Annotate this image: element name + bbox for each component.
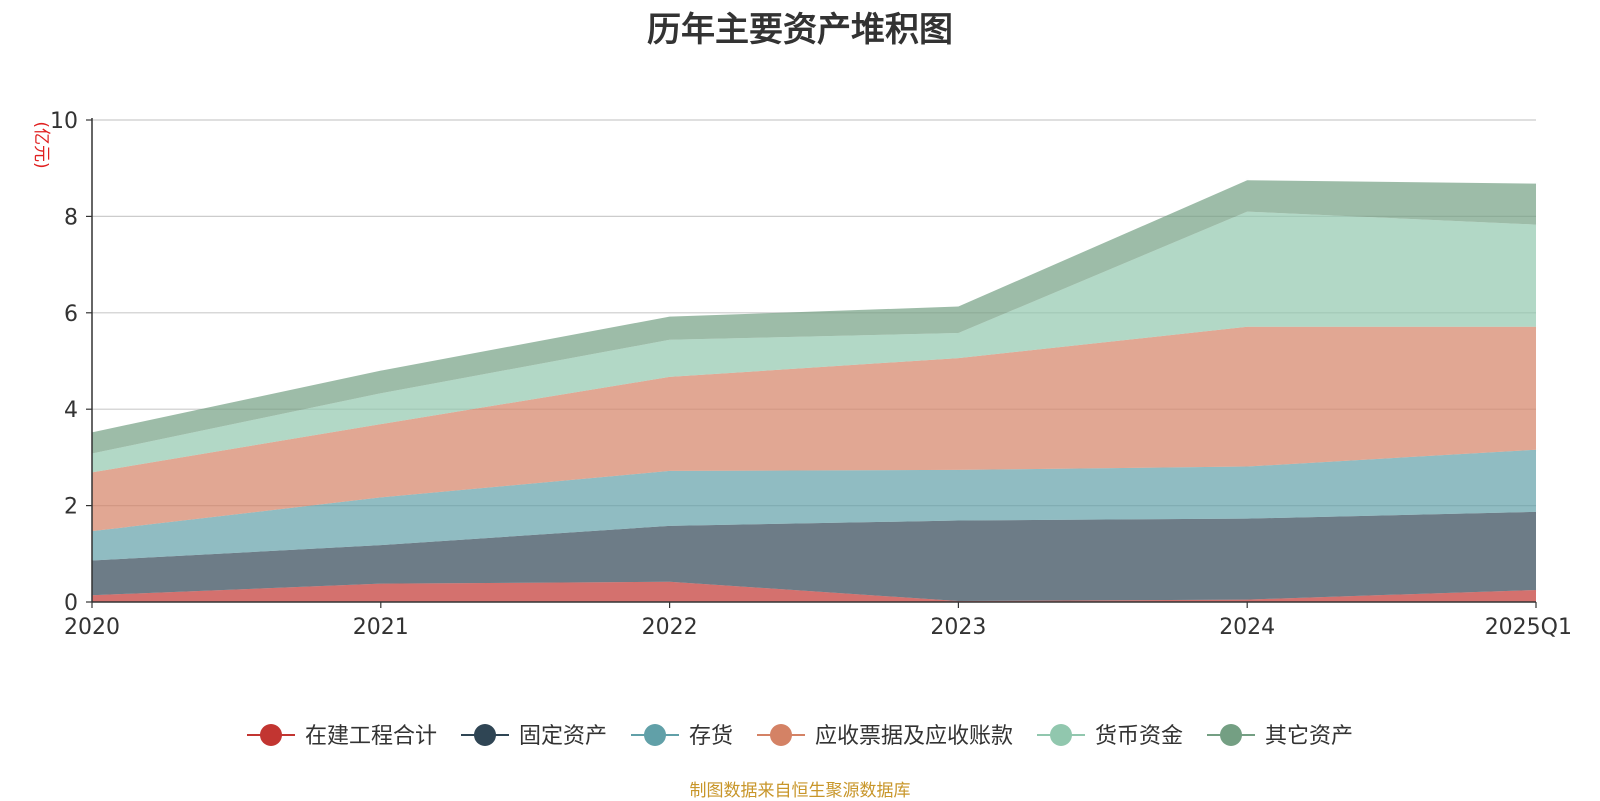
legend-item[interactable]: 货币资金 bbox=[1037, 724, 1183, 749]
y-tick-label: 6 bbox=[64, 302, 78, 327]
legend-label: 存货 bbox=[689, 724, 733, 749]
x-tick-label: 2023 bbox=[930, 615, 986, 640]
data-point bbox=[379, 369, 383, 373]
legend-item[interactable]: 应收票据及应收账款 bbox=[756, 724, 1013, 749]
area-series-4 bbox=[92, 211, 1536, 473]
y-tick-label: 0 bbox=[64, 591, 78, 616]
legend: 在建工程合计 固定资产 存货 应收票据及应收账款 货币资金 其它资产 bbox=[246, 724, 1353, 749]
legend-item[interactable]: 固定资产 bbox=[460, 724, 607, 749]
x-tick-label: 2021 bbox=[353, 615, 409, 640]
legend-marker-icon bbox=[643, 724, 666, 746]
y-tick-labels: 0 2 4 6 8 10 bbox=[50, 109, 92, 616]
area-series-5 bbox=[92, 180, 1536, 454]
legend-marker-icon bbox=[473, 724, 496, 746]
legend-marker-icon bbox=[1050, 724, 1073, 746]
area-series-group bbox=[92, 178, 1538, 602]
legend-marker-icon bbox=[259, 724, 282, 746]
chart-title: 历年主要资产堆积图 bbox=[647, 10, 953, 50]
y-tick-label: 10 bbox=[50, 109, 78, 134]
x-tick-label: 2024 bbox=[1219, 615, 1275, 640]
data-point bbox=[1534, 182, 1538, 186]
x-tick-label: 2022 bbox=[642, 615, 698, 640]
area-series-3 bbox=[92, 326, 1536, 532]
legend-label: 货币资金 bbox=[1095, 724, 1183, 749]
legend-marker-icon bbox=[769, 724, 792, 746]
y-tick-label: 4 bbox=[64, 398, 78, 423]
area-series-2 bbox=[92, 449, 1536, 561]
y-tick-label: 8 bbox=[64, 205, 78, 230]
data-point bbox=[668, 315, 672, 319]
legend-label: 应收票据及应收账款 bbox=[815, 724, 1013, 749]
x-tick-labels: 2020 2021 2022 2023 2024 2025Q1 bbox=[64, 602, 1572, 640]
legend-item[interactable]: 存货 bbox=[630, 724, 733, 749]
legend-marker-icon bbox=[1220, 724, 1243, 746]
area-series-0 bbox=[92, 581, 1536, 602]
x-tick-label: 2025Q1 bbox=[1485, 615, 1572, 640]
legend-item[interactable]: 在建工程合计 bbox=[246, 724, 437, 749]
y-axis-unit-label: (亿元) bbox=[31, 121, 51, 168]
legend-label: 其它资产 bbox=[1265, 724, 1353, 749]
legend-label: 在建工程合计 bbox=[305, 724, 437, 749]
x-tick-label: 2020 bbox=[64, 615, 120, 640]
legend-label: 固定资产 bbox=[519, 724, 607, 749]
legend-item[interactable]: 其它资产 bbox=[1207, 724, 1353, 749]
data-point bbox=[956, 305, 960, 309]
data-point bbox=[1245, 178, 1249, 182]
axes bbox=[91, 118, 1536, 603]
area-series-1 bbox=[92, 511, 1536, 602]
y-tick-label: 2 bbox=[64, 495, 78, 520]
data-source-note: 制图数据来自恒生聚源数据库 bbox=[689, 781, 911, 801]
